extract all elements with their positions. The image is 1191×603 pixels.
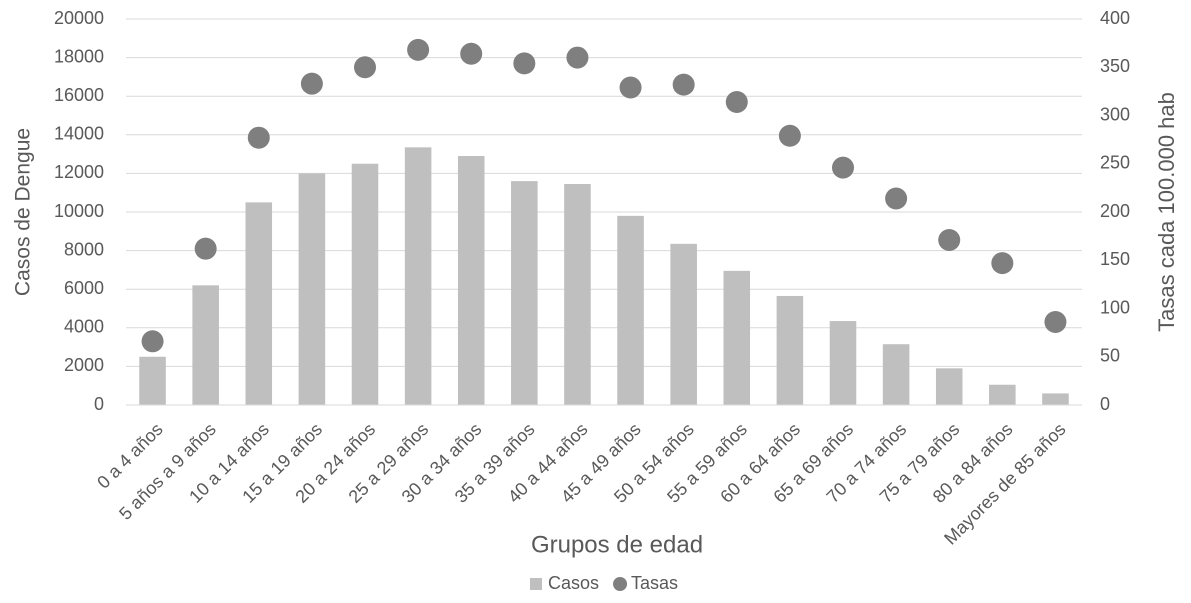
bar (511, 181, 538, 405)
bar (192, 285, 219, 405)
bar (829, 321, 857, 405)
y-axis-title: Casos de Dengue (12, 128, 35, 296)
y2-axis-title: Tasas cada 100.000 hab (1154, 92, 1179, 332)
bar (776, 295, 804, 405)
dot (566, 46, 589, 69)
y-tick-label: 12000 (54, 162, 104, 182)
y-tick-label: 6000 (64, 278, 104, 298)
dot (513, 52, 536, 75)
y2-tick-label: 350 (1100, 56, 1130, 76)
y2-tick-label: 300 (1100, 104, 1130, 124)
dot (619, 76, 642, 99)
bar (245, 202, 273, 405)
bar (723, 270, 751, 405)
y-tick-label: 0 (94, 394, 104, 414)
bar (882, 344, 910, 405)
bar (351, 163, 379, 405)
y2-tick-label: 250 (1100, 153, 1130, 173)
dot (885, 187, 908, 210)
dot (247, 126, 270, 149)
dot (1044, 311, 1067, 334)
y2-tick-label: 200 (1100, 201, 1130, 221)
bar (404, 147, 432, 405)
y-tick-label: 16000 (54, 85, 104, 105)
dot (460, 42, 483, 65)
legend-label: Casos (548, 573, 599, 593)
y-tick-label: 10000 (54, 201, 104, 221)
y-tick-label: 14000 (54, 124, 104, 144)
bar (298, 173, 326, 405)
bar (935, 368, 963, 405)
legend-label: Tasas (631, 573, 678, 593)
y-tick-label: 2000 (64, 355, 104, 375)
dot (725, 90, 748, 113)
dot (778, 124, 801, 147)
bar (670, 243, 697, 405)
dot (300, 72, 323, 95)
y-tick-label: 8000 (64, 239, 104, 259)
y2-tick-label: 0 (1100, 394, 1110, 414)
bar (139, 356, 166, 405)
dot (938, 228, 961, 251)
legend-swatch (530, 578, 542, 590)
y2-tick-label: 50 (1100, 346, 1120, 366)
bar (1042, 393, 1069, 405)
dot (141, 330, 164, 353)
y-tick-label: 20000 (54, 8, 104, 28)
bar (564, 184, 591, 405)
y2-tick-label: 100 (1100, 297, 1130, 317)
dot (832, 156, 854, 179)
bar (617, 215, 644, 405)
bar (457, 156, 485, 405)
dot (354, 56, 376, 79)
y2-tick-label: 400 (1100, 8, 1130, 28)
dot (991, 252, 1014, 275)
y-tick-label: 4000 (64, 317, 104, 337)
x-tick-label: 5 años a 9 años (115, 419, 220, 524)
dot (672, 73, 695, 96)
dot (194, 237, 217, 260)
x-axis-title: Grupos de edad (531, 531, 703, 558)
bar (989, 384, 1016, 405)
y2-tick-label: 150 (1100, 249, 1130, 269)
dot (407, 38, 430, 61)
legend-swatch (613, 577, 628, 591)
y-tick-label: 18000 (54, 46, 104, 66)
